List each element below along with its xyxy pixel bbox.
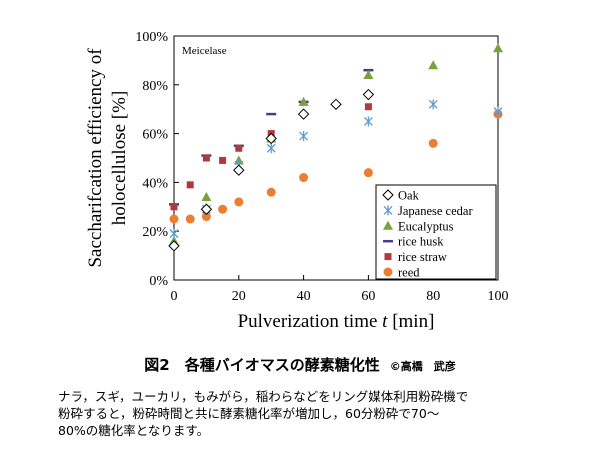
description-line: ナラ，スギ，ユーカリ，もみがら，稲わらなどをリング媒体利用粉砕機で (58, 389, 469, 404)
x-axis-label-variable: t (382, 311, 388, 332)
point-eucalyptus (493, 43, 503, 53)
point-reed (266, 187, 276, 197)
legend-label: rice straw (398, 250, 447, 264)
point-reed (234, 197, 244, 207)
point-japanese-cedar (363, 116, 373, 127)
y-tick-label: 40% (142, 176, 168, 191)
point-eucalyptus (428, 60, 439, 70)
point-reed (218, 204, 228, 214)
y-tick-label: 100% (135, 30, 168, 45)
point-japanese-cedar (428, 99, 438, 110)
legend-marker (383, 205, 393, 216)
point-rice-straw (219, 156, 227, 164)
description-line: 80%の糖化率となります。 (58, 423, 210, 438)
point-rice-straw (364, 103, 372, 111)
point-oak (168, 240, 180, 252)
point-oak (200, 203, 213, 215)
point-eucalyptus (201, 192, 212, 202)
legend-marker (383, 220, 393, 230)
y-axis: 0% 20% 40% 60% 80% 100% (135, 30, 179, 289)
point-oak (265, 132, 277, 145)
point-reed (201, 212, 211, 222)
x-tick-label: 20 (232, 289, 246, 304)
point-eucalyptus (363, 70, 374, 80)
y-axis-label-line2: holocellulose [%] (109, 91, 130, 226)
chart-annotation: Meicelase (182, 45, 227, 57)
x-axis-label: Pulverization time t [min] (238, 311, 435, 332)
point-eucalyptus (298, 96, 309, 106)
x-tick-label: 0 (171, 289, 178, 304)
legend-box (375, 184, 497, 280)
point-japanese-cedar (266, 143, 276, 154)
y-tick-label: 20% (142, 225, 168, 240)
x-tick-label: 60 (361, 289, 375, 304)
description-line: 粉砕すると，粉砕時間と共に酵素糖化率が増加し，60分粉砕で70～ (58, 406, 440, 421)
point-oak (297, 108, 310, 120)
point-reed (185, 214, 195, 224)
legend-marker (383, 267, 393, 277)
legend-label: Oak (398, 189, 420, 203)
legend-label: Japanese cedar (398, 204, 473, 218)
x-axis-label-suffix: [min] (387, 311, 434, 332)
point-rice-straw (186, 181, 194, 189)
x-tick-label: 100 (488, 289, 509, 304)
point-oak (330, 98, 342, 111)
y-tick-label: 60% (142, 128, 168, 143)
plot-area (173, 35, 499, 281)
point-rice-straw (170, 203, 178, 211)
point-japanese-cedar (493, 106, 503, 117)
point-oak (362, 88, 375, 101)
point-rice-straw (235, 144, 243, 152)
point-reed (299, 173, 309, 183)
point-rice-straw (202, 154, 210, 162)
figure-title: 図2 各種バイオマスの酵素糖化性 (144, 356, 380, 374)
saccharification-chart: Meicelase 0% 20% 40% 60% 80% 100% 0 20 40 60 80 10… (85, 30, 509, 332)
point-oak (233, 164, 245, 176)
legend-marker (384, 253, 392, 261)
y-tick-label: 0% (149, 274, 168, 289)
point-reed (428, 138, 438, 148)
point-reed (363, 168, 373, 178)
y-tick-label: 80% (142, 79, 168, 94)
legend-marker (382, 189, 394, 201)
x-axis-label-prefix: Pulverization time (238, 311, 383, 332)
point-japanese-cedar (299, 131, 309, 142)
x-axis: 0 20 40 60 80 100 (171, 275, 509, 304)
figure-credit: ©高橋 武彦 (389, 360, 456, 373)
figure-description: ナラ，スギ，ユーカリ，もみがら，稲わらなどをリング媒体利用粉砕機で 粉砕すると，… (58, 388, 578, 439)
figure-caption: 図2 各種バイオマスの酵素糖化性 ©高橋 武彦 (0, 354, 600, 375)
point-japanese-cedar (169, 228, 179, 239)
legend-label: reed (398, 266, 420, 280)
x-tick-label: 40 (297, 289, 311, 304)
legend-label: Eucalyptus (398, 219, 454, 233)
legend-label: rice husk (398, 235, 444, 249)
point-reed (169, 214, 179, 224)
x-tick-label: 80 (426, 289, 440, 304)
y-axis-label-line1: Saccharifcation efficiency of (85, 48, 106, 268)
data-points (168, 43, 503, 252)
